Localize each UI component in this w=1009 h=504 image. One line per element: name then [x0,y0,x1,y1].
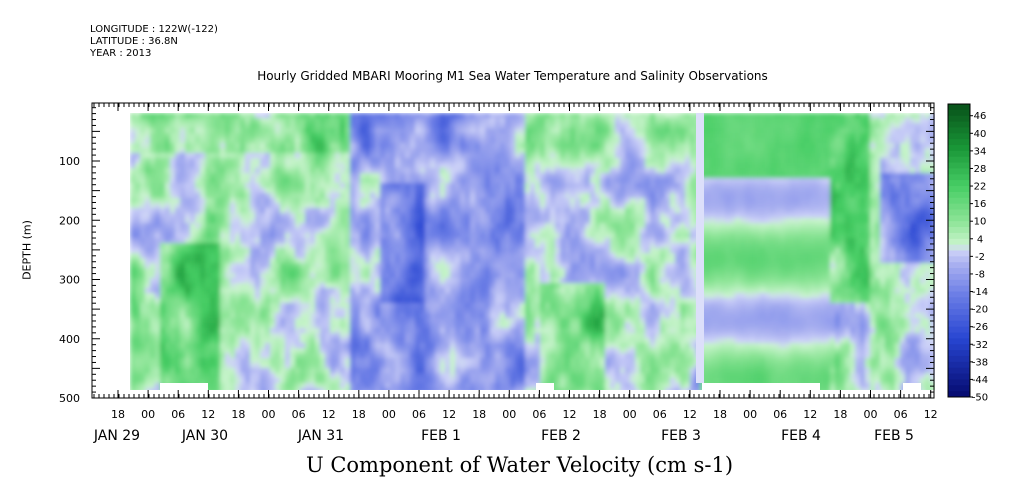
x-hour-tick-label: 18 [231,408,245,421]
colorbar-tick-label: 4 [977,234,983,245]
colorbar-tick-label: 28 [974,164,987,175]
colorbar-tick-label: 16 [974,199,987,210]
x-day-tick-label: FEB 4 [781,428,821,444]
colorbar: 46 40 34 28 22 16 10 4 -2 -8 -14 -20 -26 -32 -38 -44 -50 [947,103,988,404]
location-info: LONGITUDE : 122W(-122) LATITUDE : 36.8N … [90,24,218,60]
x-hour-tick-label: 00 [864,408,878,421]
x-hour-tick-label: 06 [894,408,908,421]
x-day-tick-label: FEB 5 [874,428,914,444]
colorbar-tick-label: -20 [972,305,988,316]
x-hour-tick-label: 18 [352,408,366,421]
x-hour-tick-label: 12 [201,408,215,421]
colorbar-tick-label: -50 [972,393,988,404]
y-tick-label: 500 [59,392,80,405]
x-hour-tick-label: 12 [683,408,697,421]
x-hour-tick-label: 06 [653,408,667,421]
x-hour-tick-label: 18 [833,408,847,421]
colorbar-tick-label: -44 [972,375,988,386]
x-hour-tick-label: 00 [743,408,757,421]
x-axis: 18 00 06 12 18 00 06 12 18 00 06 12 18 00 06 12 18 00 06 12… [93,103,938,444]
x-hour-tick-label: 00 [262,408,276,421]
colorbar-tick-label: 34 [974,146,987,157]
x-hour-tick-label: 18 [713,408,727,421]
x-axis-title: U Component of Water Velocity (cm s-1) [305,453,734,477]
y-tick-label: 300 [59,274,80,287]
missing-data-gap [702,383,820,390]
y-tick-label: 400 [59,333,80,346]
x-hour-tick-label: 12 [442,408,456,421]
colorbar-tick-label: 46 [974,111,987,122]
heatmap-field [130,113,935,390]
x-hour-tick-label: 06 [532,408,546,421]
x-hour-tick-label: 06 [412,408,426,421]
missing-data-gap [536,383,554,390]
x-day-tick-label: FEB 1 [421,428,461,444]
y-tick-label: 200 [59,214,80,227]
longitude-label: LONGITUDE : 122W(-122) [90,24,218,35]
plot-frame [91,102,935,399]
x-hour-tick-label: 06 [292,408,306,421]
latitude-label: LATITUDE : 36.8N [90,36,178,47]
x-hour-tick-label: 12 [563,408,577,421]
x-hour-tick-label: 18 [111,408,125,421]
x-hour-tick-label: 00 [502,408,516,421]
y-tick-label: 100 [59,155,80,168]
colorbar-tick-label: 10 [974,217,987,228]
x-hour-tick-label: 18 [472,408,486,421]
x-day-tick-label: FEB 2 [541,428,581,444]
x-hour-tick-label: 12 [322,408,336,421]
x-hour-tick-label: 12 [803,408,817,421]
colorbar-tick-label: -14 [972,287,988,298]
x-day-tick-label: JAN 31 [297,428,344,444]
chart-title: Hourly Gridded MBARI Mooring M1 Sea Wate… [257,69,768,83]
colorbar-tick-label: -8 [975,269,985,280]
x-hour-tick-label: 06 [171,408,185,421]
colorbar-tick-label: -32 [972,340,988,351]
colorbar-tick-label: -38 [972,357,988,368]
missing-data-gaps [160,113,921,390]
colorbar-tick-label: 22 [974,182,987,193]
x-hour-tick-label: 18 [593,408,607,421]
colorbar-tick-label: -26 [972,322,988,333]
x-hour-tick-label: 06 [773,408,787,421]
colorbar-tick-label: 40 [974,129,987,140]
x-hour-tick-label: 00 [623,408,637,421]
x-hour-tick-label: 12 [924,408,938,421]
y-axis: 100 200 300 400 500 [59,107,934,405]
missing-data-gap [160,383,208,390]
x-hour-tick-label: 00 [141,408,155,421]
colorbar-tick-label: -2 [975,252,985,263]
x-hour-tick-label: 00 [382,408,396,421]
x-day-tick-label: JAN 29 [93,428,140,444]
x-day-tick-label: FEB 3 [661,428,701,444]
x-day-tick-label: JAN 30 [181,428,228,444]
missing-data-gap [903,383,921,390]
year-label: YEAR : 2013 [90,48,152,59]
